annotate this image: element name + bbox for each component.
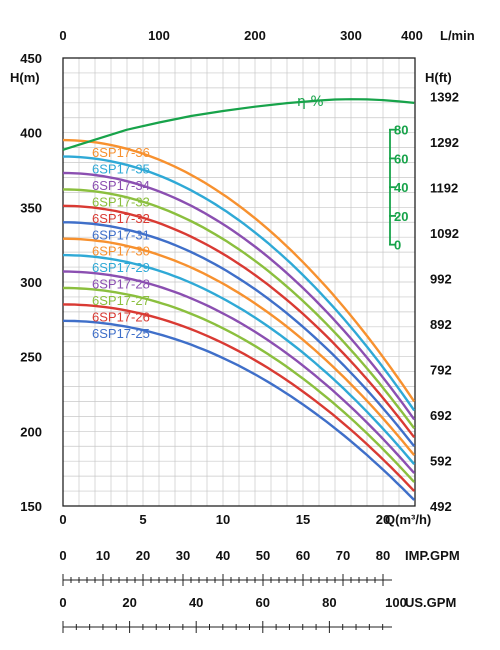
head-curve-6SP17-28 <box>62 270 416 474</box>
bottom-scale-tick-label: 60 <box>296 548 310 563</box>
head-curve-6SP17-33 <box>62 188 416 430</box>
top-axis-label: L/min <box>440 28 475 43</box>
right-axis-tick-label: 1192 <box>430 180 458 195</box>
bottom-scale-tick-label: 60 <box>256 595 270 610</box>
bottom-scale-tick-label: 20 <box>136 548 150 563</box>
bottom-scales: 0 10 20 30 40 50 60 70 80 IMP.GPM 0 20 40 60 80 100US.G… <box>59 548 460 633</box>
y-axis-label: H(m) <box>10 70 40 85</box>
bottom-scale-tick-label: 80 <box>322 595 336 610</box>
head-curve-6SP17-35 <box>63 155 416 412</box>
top-axis-tick-label: 100 <box>148 28 170 43</box>
efficiency-tick-label: 40 <box>394 180 408 195</box>
curve-label-6SP17-29: 6SP17-29 <box>92 260 150 275</box>
bottom-scale-tick-label: 10 <box>96 548 110 563</box>
grid <box>63 58 415 506</box>
bottom-scale-tick-label: 0 <box>59 548 66 563</box>
right-axis-label: H(ft) <box>425 70 452 85</box>
bottom-scale-tick-label: 40 <box>216 548 230 563</box>
head-curve-6SP17-29 <box>62 253 416 465</box>
curve-label-6SP17-33: 6SP17-33 <box>92 194 150 209</box>
bottom-scale-tick-label: 40 <box>189 595 203 610</box>
bottom-scale-tick-label: 50 <box>256 548 270 563</box>
bottom-scale-tick-label: 20 <box>122 595 136 610</box>
bottom-scale-tick-label: 70 <box>336 548 350 563</box>
head-curve-6SP17-36 <box>62 138 416 403</box>
x-tick-label: 5 <box>139 512 146 527</box>
right-axis-tick-label: 492 <box>430 499 452 514</box>
bottom-scale-tick-label: 0 <box>59 595 66 610</box>
y-tick-label: 250 <box>20 350 42 365</box>
efficiency-tick-label: 20 <box>394 209 408 224</box>
x-tick-label: 0 <box>59 512 66 527</box>
x-tick-label: 20 <box>376 512 390 527</box>
x-tick-label: 15 <box>296 512 310 527</box>
right-axis-tick-label: 1392 <box>430 89 459 104</box>
curve-label-6SP17-32: 6SP17-32 <box>92 211 150 226</box>
right-axis-tick-label: 792 <box>430 363 452 378</box>
right-axis-tick-label: 1292 <box>430 135 459 150</box>
head-curve-6SP17-34 <box>62 171 416 421</box>
top-axis-tick-label: 300 <box>340 28 362 43</box>
curve-label-6SP17-36: 6SP17-36 <box>92 145 150 160</box>
y-tick-label: 350 <box>20 200 42 215</box>
head-curve-6SP17-30 <box>62 237 416 456</box>
right-axis-tick-label: 692 <box>430 408 452 423</box>
efficiency-curve: 0 20 40 60 80 η % <box>62 94 415 253</box>
efficiency-label: η % <box>297 94 324 110</box>
curve-label-6SP17-28: 6SP17-28 <box>92 277 150 292</box>
head-curve-6SP17-27 <box>63 286 416 483</box>
right-axis-tick-label: 1092 <box>430 226 459 241</box>
y-tick-label: 450 <box>20 51 42 66</box>
head-curve-6SP17-25 <box>62 319 416 501</box>
top-axis-tick-label: 200 <box>244 28 266 43</box>
head-curve-6SP17-32 <box>62 204 416 439</box>
bottom-scale-tick-label: 100 <box>385 595 407 610</box>
head-curve-6SP17-31 <box>63 221 416 448</box>
right-axis-tick-label: 992 <box>430 271 452 286</box>
efficiency-tick-label: 0 <box>394 238 401 253</box>
curve-label-6SP17-26: 6SP17-26 <box>92 309 150 324</box>
efficiency-tick-label: 60 <box>394 151 408 166</box>
bottom-scale-label: US.GPM <box>405 595 456 610</box>
top-axis-tick-label: 0 <box>59 28 66 43</box>
curve-label-6SP17-31: 6SP17-31 <box>92 227 150 242</box>
head-curve-6SP17-26 <box>62 303 416 492</box>
curve-label-6SP17-27: 6SP17-27 <box>92 293 150 308</box>
curve-label-6SP17-30: 6SP17-30 <box>92 244 150 259</box>
curve-label-6SP17-34: 6SP17-34 <box>92 178 150 193</box>
y-tick-label: 300 <box>20 275 42 290</box>
y-tick-label: 400 <box>20 126 42 141</box>
y-tick-label: 150 <box>20 499 42 514</box>
efficiency-tick-label: 80 <box>394 123 408 138</box>
efficiency-line <box>62 98 415 151</box>
bottom-scale-label: IMP.GPM <box>405 548 460 563</box>
bottom-scale-tick-label: 30 <box>176 548 190 563</box>
curve-label-6SP17-25: 6SP17-25 <box>92 326 150 341</box>
curve-label-6SP17-35: 6SP17-35 <box>92 162 150 177</box>
head-curves <box>62 138 416 501</box>
right-axis-tick-label: 892 <box>430 317 452 332</box>
top-axis-tick-label: 400 <box>401 28 423 43</box>
bottom-scale-tick-label: 80 <box>376 548 390 563</box>
x-axis-label: Q(m³/h) <box>385 512 431 527</box>
right-axis-tick-label: 592 <box>430 454 452 469</box>
axes: 0 5 10 15 20Q(m³/h)0 100 200 300 400 L/min1502002… <box>10 28 475 527</box>
plot-frame <box>62 57 416 507</box>
x-tick-label: 10 <box>216 512 230 527</box>
y-tick-label: 200 <box>20 424 42 439</box>
